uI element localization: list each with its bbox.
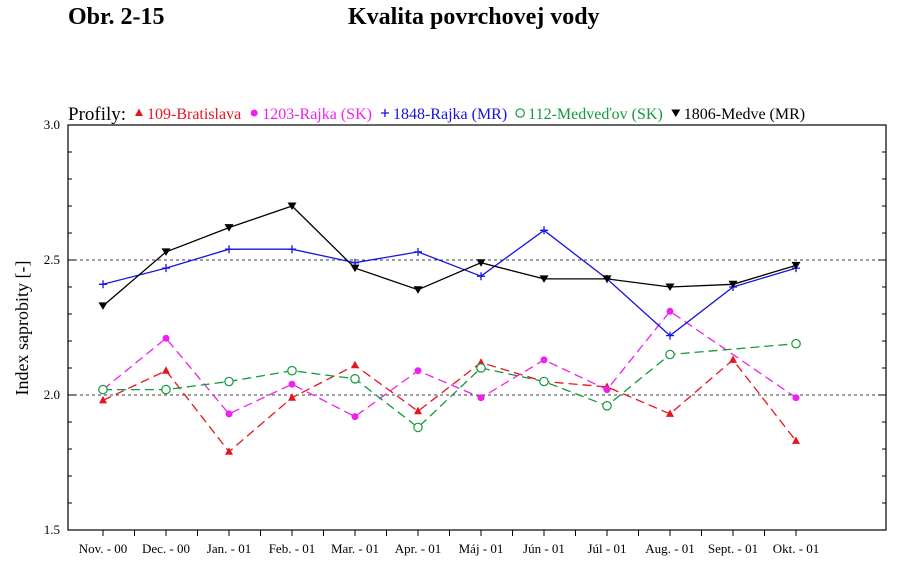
data-point bbox=[288, 380, 296, 388]
x-tick-label: Jún - 01 bbox=[523, 541, 565, 556]
x-tick-label: Dec. - 00 bbox=[142, 541, 190, 556]
series-line bbox=[102, 205, 797, 307]
series-line bbox=[102, 310, 797, 418]
series-3 bbox=[99, 226, 800, 340]
series-2 bbox=[99, 307, 800, 421]
legend-label: 109-Bratislava bbox=[147, 106, 241, 123]
data-point bbox=[99, 395, 107, 404]
data-point bbox=[539, 376, 549, 387]
legend-marker bbox=[250, 109, 258, 117]
y-tick-label: 1.5 bbox=[44, 522, 60, 537]
data-point bbox=[225, 410, 233, 418]
data-point bbox=[792, 394, 800, 402]
legend-label: 1848-Rajka (MR) bbox=[393, 106, 507, 123]
data-point bbox=[791, 338, 801, 349]
x-tick-label: Júl - 01 bbox=[588, 541, 627, 556]
data-point bbox=[351, 360, 359, 369]
data-point bbox=[287, 365, 297, 376]
legend-label: 112-Medveďov (SK) bbox=[528, 106, 663, 123]
data-point bbox=[161, 384, 171, 395]
data-point bbox=[162, 366, 170, 374]
series-1 bbox=[99, 355, 800, 455]
data-point bbox=[476, 259, 486, 267]
x-tick-label: Mar. - 01 bbox=[331, 541, 379, 556]
x-axis: Nov. - 00 Dec. - 00 Jan. - 01 Feb. - 01 Mar.… bbox=[79, 530, 820, 556]
data-point bbox=[603, 386, 611, 394]
data-point bbox=[350, 264, 360, 273]
data-point bbox=[288, 393, 296, 401]
x-tick-label: Máj - 01 bbox=[459, 541, 504, 556]
legend: Profily: 109-Bratislava 1203-Rajka (SK) 18… bbox=[68, 104, 805, 125]
data-point bbox=[98, 302, 108, 310]
data-point bbox=[225, 447, 233, 455]
data-point bbox=[729, 355, 737, 363]
x-tick-label: Feb. - 01 bbox=[269, 541, 316, 556]
data-point bbox=[224, 376, 234, 387]
x-tick-label: Aug. - 01 bbox=[645, 541, 694, 556]
data-point bbox=[162, 264, 170, 273]
data-point bbox=[602, 275, 612, 283]
data-point bbox=[477, 394, 485, 402]
data-point bbox=[351, 413, 359, 421]
x-tick-label: Nov. - 00 bbox=[79, 541, 128, 556]
data-point bbox=[666, 307, 674, 315]
legend-label: 1806-Medve (MR) bbox=[684, 106, 805, 123]
data-point bbox=[413, 286, 423, 294]
series-line bbox=[103, 343, 797, 429]
data-point bbox=[666, 331, 674, 340]
data-point bbox=[792, 436, 800, 444]
data-point bbox=[99, 280, 107, 289]
data-point bbox=[665, 349, 675, 360]
plot-frame bbox=[67, 124, 887, 531]
data-point bbox=[224, 224, 234, 232]
data-point bbox=[791, 261, 801, 270]
figure-number: Obr. 2-15 bbox=[68, 4, 165, 30]
data-point bbox=[414, 367, 422, 375]
y-tick-label: 2.5 bbox=[44, 252, 60, 267]
y-axis: 1.5 2.0 2.5 3.0 bbox=[44, 117, 886, 537]
series-5 bbox=[98, 202, 801, 310]
legend-marker bbox=[135, 108, 143, 116]
x-tick-label: Jan. - 01 bbox=[207, 541, 251, 556]
series-4 bbox=[98, 338, 801, 433]
data-point bbox=[414, 406, 422, 415]
data-point bbox=[350, 373, 360, 384]
data-point bbox=[540, 356, 548, 364]
series-line bbox=[102, 358, 797, 453]
data-point bbox=[540, 226, 548, 235]
data-point bbox=[288, 245, 296, 254]
x-tick-label: Apr. - 01 bbox=[395, 541, 442, 556]
x-tick-label: Okt. - 01 bbox=[773, 541, 820, 556]
data-point bbox=[162, 334, 170, 342]
data-point bbox=[414, 247, 422, 256]
x-tick-label: Sept. - 01 bbox=[708, 541, 758, 556]
y-tick-label: 2.0 bbox=[44, 387, 60, 402]
legend-marker bbox=[671, 109, 681, 117]
data-point bbox=[477, 272, 485, 281]
series-group bbox=[98, 202, 801, 455]
data-point bbox=[602, 400, 612, 411]
data-point bbox=[161, 248, 171, 256]
data-point bbox=[287, 202, 297, 210]
data-point bbox=[476, 363, 486, 373]
figure-title: Kvalita povrchovej vody bbox=[348, 4, 600, 30]
data-point bbox=[225, 245, 233, 254]
legend-prefix: Profily: bbox=[68, 104, 126, 125]
data-point bbox=[539, 275, 549, 283]
y-axis-label: Index saprobity [-] bbox=[12, 261, 32, 396]
series-line bbox=[102, 229, 797, 337]
y-tick-label: 3.0 bbox=[44, 117, 60, 132]
legend-marker bbox=[515, 108, 525, 118]
data-point bbox=[413, 422, 423, 433]
data-point bbox=[98, 384, 108, 395]
reference-lines bbox=[68, 259, 886, 396]
legend-label: 1203-Rajka (SK) bbox=[262, 106, 372, 123]
data-point bbox=[728, 280, 738, 289]
legend-marker bbox=[380, 109, 389, 117]
data-point bbox=[665, 283, 675, 291]
data-point bbox=[666, 409, 674, 417]
